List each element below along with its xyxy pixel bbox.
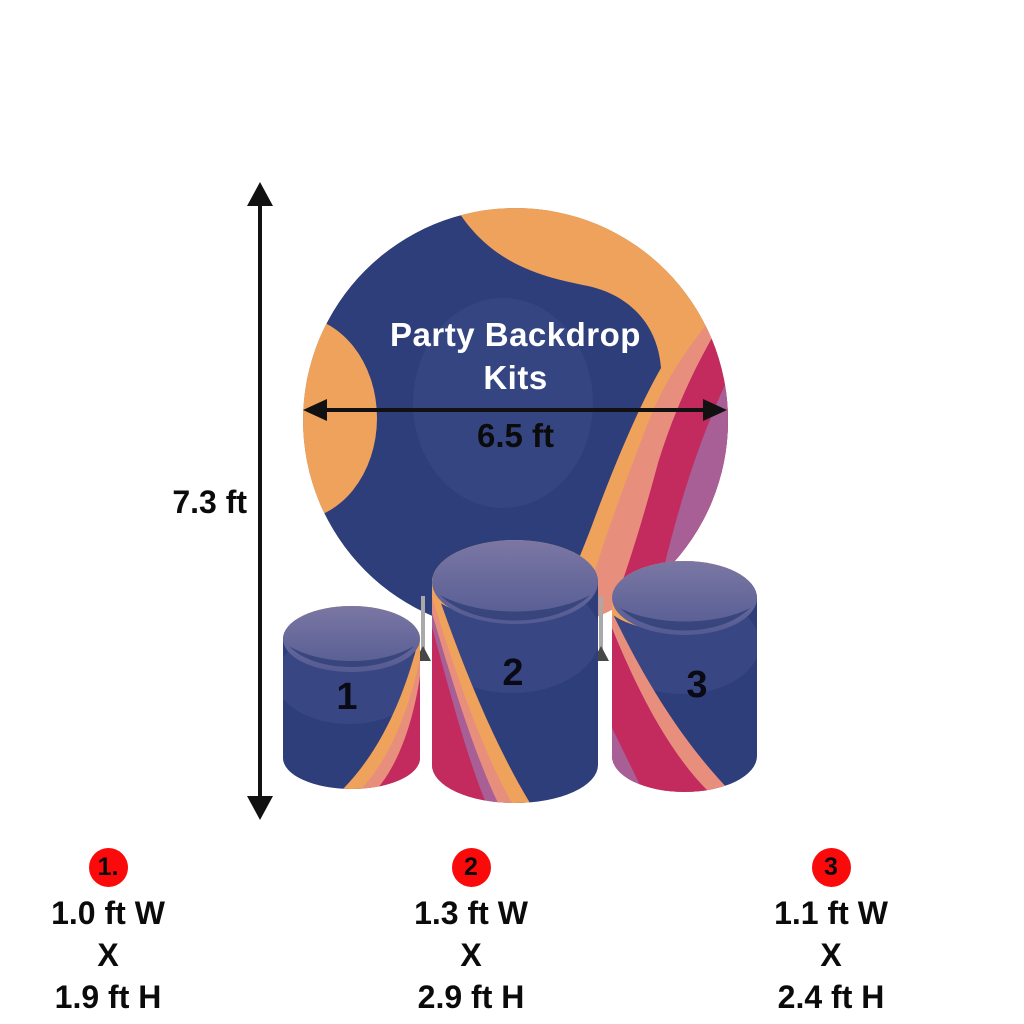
- cylinder-2-graphic: [432, 540, 598, 803]
- cylinder-3-graphic: [612, 560, 757, 792]
- width-dimension-label: 6.5 ft: [476, 417, 555, 454]
- legend-cylinder-2: 2 1.3 ft W X 2.9 ft H: [378, 848, 564, 1018]
- legend-cylinder-1: 1. 1.0 ft W X 1.9 ft H: [15, 848, 201, 1018]
- legend-2-height: 2.9 ft H: [417, 979, 525, 1015]
- arrow-down-icon: [247, 796, 273, 820]
- height-dimension-label: 7.3 ft: [172, 484, 247, 520]
- arrow-left-icon: [303, 399, 327, 421]
- arrow-up-icon: [247, 182, 273, 206]
- cylinder-3-number: 3: [686, 664, 708, 706]
- legend-3-height: 2.4 ft H: [777, 979, 885, 1015]
- legend-1-width: 1.0 ft W: [51, 895, 165, 931]
- backdrop-title-line2: Kits: [483, 359, 548, 396]
- width-arrow-line: [312, 408, 716, 412]
- round-backdrop-graphic: [303, 208, 728, 633]
- legend-1-badge: 1.: [88, 848, 128, 887]
- height-arrow-line: [258, 196, 262, 806]
- legend-2-width: 1.3 ft W: [414, 895, 528, 931]
- legend-3-separator: X: [820, 937, 842, 973]
- legend-2-badge: 2: [451, 848, 491, 887]
- legend-3-badge: 3: [811, 848, 851, 887]
- legend-3-width: 1.1 ft W: [774, 895, 888, 931]
- cylinder-2-number: 2: [502, 652, 524, 694]
- cylinder-1-graphic: [283, 606, 420, 789]
- backdrop-title: Party Backdrop Kits: [303, 313, 728, 399]
- backdrop-center-blob: [413, 298, 593, 508]
- backdrop-left-orange-blob: [303, 316, 377, 520]
- stand-pole-left: [421, 596, 425, 654]
- legend-2-separator: X: [460, 937, 482, 973]
- arrow-right-icon: [703, 399, 727, 421]
- legend-cylinder-3: 3 1.1 ft W X 2.4 ft H: [738, 848, 924, 1018]
- backdrop-title-line1: Party Backdrop: [390, 316, 641, 353]
- legend-1-separator: X: [97, 937, 119, 973]
- cylinder-1-number: 1: [336, 676, 358, 718]
- stand-pole-right: [599, 596, 603, 654]
- legend-1-height: 1.9 ft H: [54, 979, 162, 1015]
